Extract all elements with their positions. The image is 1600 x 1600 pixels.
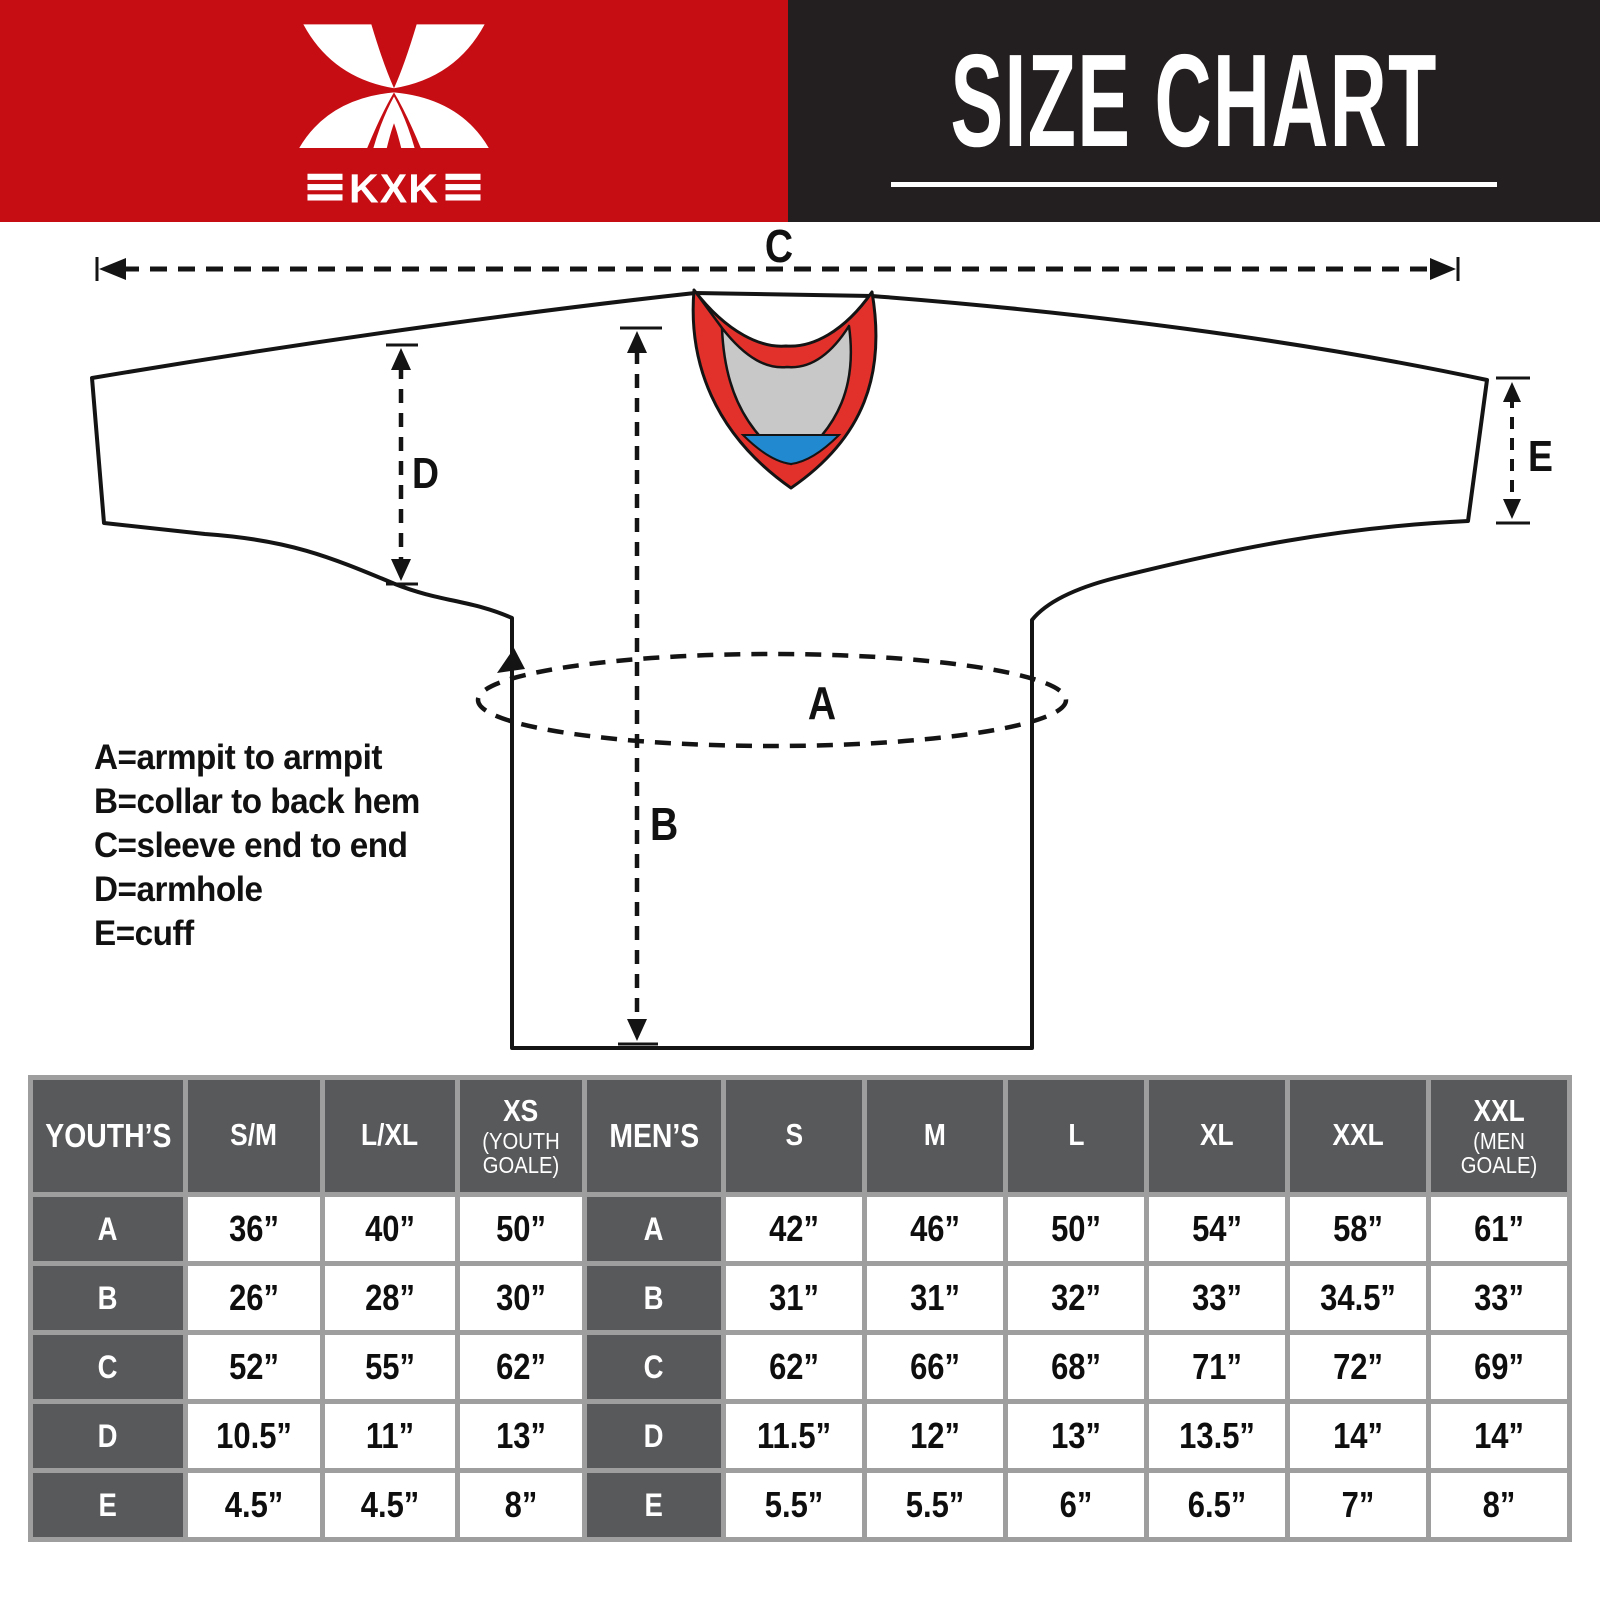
- size-value: 7”: [1290, 1473, 1426, 1537]
- mens-row-label: B: [587, 1266, 721, 1330]
- size-value: 71”: [1149, 1335, 1285, 1399]
- size-value: 8”: [1431, 1473, 1567, 1537]
- mens-col-header-s: S: [726, 1080, 862, 1192]
- mens-col-header-l: L: [1008, 1080, 1144, 1192]
- size-value: 10.5”: [188, 1404, 320, 1468]
- size-value: 5.5”: [726, 1473, 862, 1537]
- size-value: 28”: [325, 1266, 455, 1330]
- jersey-measurement-diagram: C D B: [0, 222, 1600, 1075]
- size-value: 54”: [1149, 1197, 1285, 1261]
- size-value: 13.5”: [1149, 1404, 1285, 1468]
- label-C: C: [765, 222, 793, 273]
- mens-row-label: E: [587, 1473, 721, 1537]
- size-value: 55”: [325, 1335, 455, 1399]
- mens-table-title: MEN’S: [587, 1080, 721, 1192]
- size-value: 30”: [460, 1266, 582, 1330]
- jersey-diagram-svg: C D B: [90, 222, 1553, 1050]
- size-value: 61”: [1431, 1197, 1567, 1261]
- size-value: 66”: [867, 1335, 1003, 1399]
- arrow-B: [618, 326, 662, 1046]
- size-value: 36”: [188, 1197, 320, 1261]
- legend-line-b: B=collar to back hem: [94, 782, 420, 821]
- size-value: 32”: [1008, 1266, 1144, 1330]
- size-value: 14”: [1290, 1404, 1426, 1468]
- brand-banner: KXK: [0, 0, 788, 222]
- youth-row-label: D: [33, 1404, 183, 1468]
- size-value: 31”: [867, 1266, 1003, 1330]
- size-value: 42”: [726, 1197, 862, 1261]
- arrow-E: [1496, 376, 1530, 525]
- mens-row-label: A: [587, 1197, 721, 1261]
- youth-table-title: YOUTH’S: [33, 1080, 183, 1192]
- size-value: 50”: [1008, 1197, 1144, 1261]
- size-value: 12”: [867, 1404, 1003, 1468]
- header: KXK SIZE CHART: [0, 0, 1600, 222]
- size-value: 33”: [1149, 1266, 1285, 1330]
- size-value: 14”: [1431, 1404, 1567, 1468]
- size-value: 33”: [1431, 1266, 1567, 1330]
- size-value: 6”: [1008, 1473, 1144, 1537]
- size-value: 11.5”: [726, 1404, 862, 1468]
- size-value: 11”: [325, 1404, 455, 1468]
- youth-row-label: E: [33, 1473, 183, 1537]
- brand-text: KXK: [349, 166, 439, 212]
- size-value: 8”: [460, 1473, 582, 1537]
- size-value: 46”: [867, 1197, 1003, 1261]
- size-value: 50”: [460, 1197, 582, 1261]
- label-A: A: [808, 678, 836, 730]
- label-D: D: [412, 448, 439, 498]
- legend-line-c: C=sleeve end to end: [94, 826, 408, 865]
- size-chart-table: YOUTH’S S/M L/XL XS (YOUTH GOALE) MEN’S …: [28, 1075, 1572, 1542]
- arrow-A: [475, 648, 1069, 749]
- collar-seam: [692, 289, 724, 329]
- youth-row-label: C: [33, 1335, 183, 1399]
- size-value: 5.5”: [867, 1473, 1003, 1537]
- collar-blue-insert: [740, 434, 842, 466]
- youth-col-header-xs-goalie: XS (YOUTH GOALE): [460, 1080, 582, 1192]
- label-B: B: [650, 799, 678, 851]
- collar-inner: [720, 324, 853, 466]
- title-underline: [891, 182, 1497, 187]
- size-value: 13”: [1008, 1404, 1144, 1468]
- legend-line-a: A=armpit to armpit: [94, 738, 382, 777]
- youth-col-header-sm: S/M: [188, 1080, 320, 1192]
- jersey-outline: [90, 291, 1489, 1050]
- mens-row-label: D: [587, 1404, 721, 1468]
- size-value: 69”: [1431, 1335, 1567, 1399]
- mens-col-header-m: M: [867, 1080, 1003, 1192]
- youth-row-label: A: [33, 1197, 183, 1261]
- mens-col-header-xxl-goalie: XXL (MEN GOALE): [1431, 1080, 1567, 1192]
- youth-col-header-lxl: L/XL: [325, 1080, 455, 1192]
- mens-col-header-xl: XL: [1149, 1080, 1285, 1192]
- size-value: 6.5”: [1149, 1473, 1285, 1537]
- youth-row-label: B: [33, 1266, 183, 1330]
- legend-line-d: D=armhole: [94, 870, 263, 909]
- legend-line-e: E=cuff: [94, 914, 194, 953]
- size-value: 40”: [325, 1197, 455, 1261]
- arrow-C: [95, 257, 1460, 281]
- size-value: 31”: [726, 1266, 862, 1330]
- size-value: 62”: [726, 1335, 862, 1399]
- kxk-logo-icon: KXK: [299, 24, 489, 212]
- measurement-legend: A=armpit to armpit B=collar to back hem …: [94, 736, 420, 956]
- size-value: 68”: [1008, 1335, 1144, 1399]
- size-value: 52”: [188, 1335, 320, 1399]
- page-title: SIZE CHART: [950, 27, 1438, 174]
- size-value: 4.5”: [325, 1473, 455, 1537]
- size-value: 34.5”: [1290, 1266, 1426, 1330]
- size-value: 26”: [188, 1266, 320, 1330]
- size-value: 62”: [460, 1335, 582, 1399]
- size-value: 72”: [1290, 1335, 1426, 1399]
- mens-col-header-xxl: XXL: [1290, 1080, 1426, 1192]
- arrow-D: [386, 343, 418, 586]
- size-value: 13”: [460, 1404, 582, 1468]
- size-value: 58”: [1290, 1197, 1426, 1261]
- mens-row-label: C: [587, 1335, 721, 1399]
- size-value: 4.5”: [188, 1473, 320, 1537]
- label-E: E: [1528, 431, 1553, 481]
- title-banner: SIZE CHART: [788, 0, 1600, 222]
